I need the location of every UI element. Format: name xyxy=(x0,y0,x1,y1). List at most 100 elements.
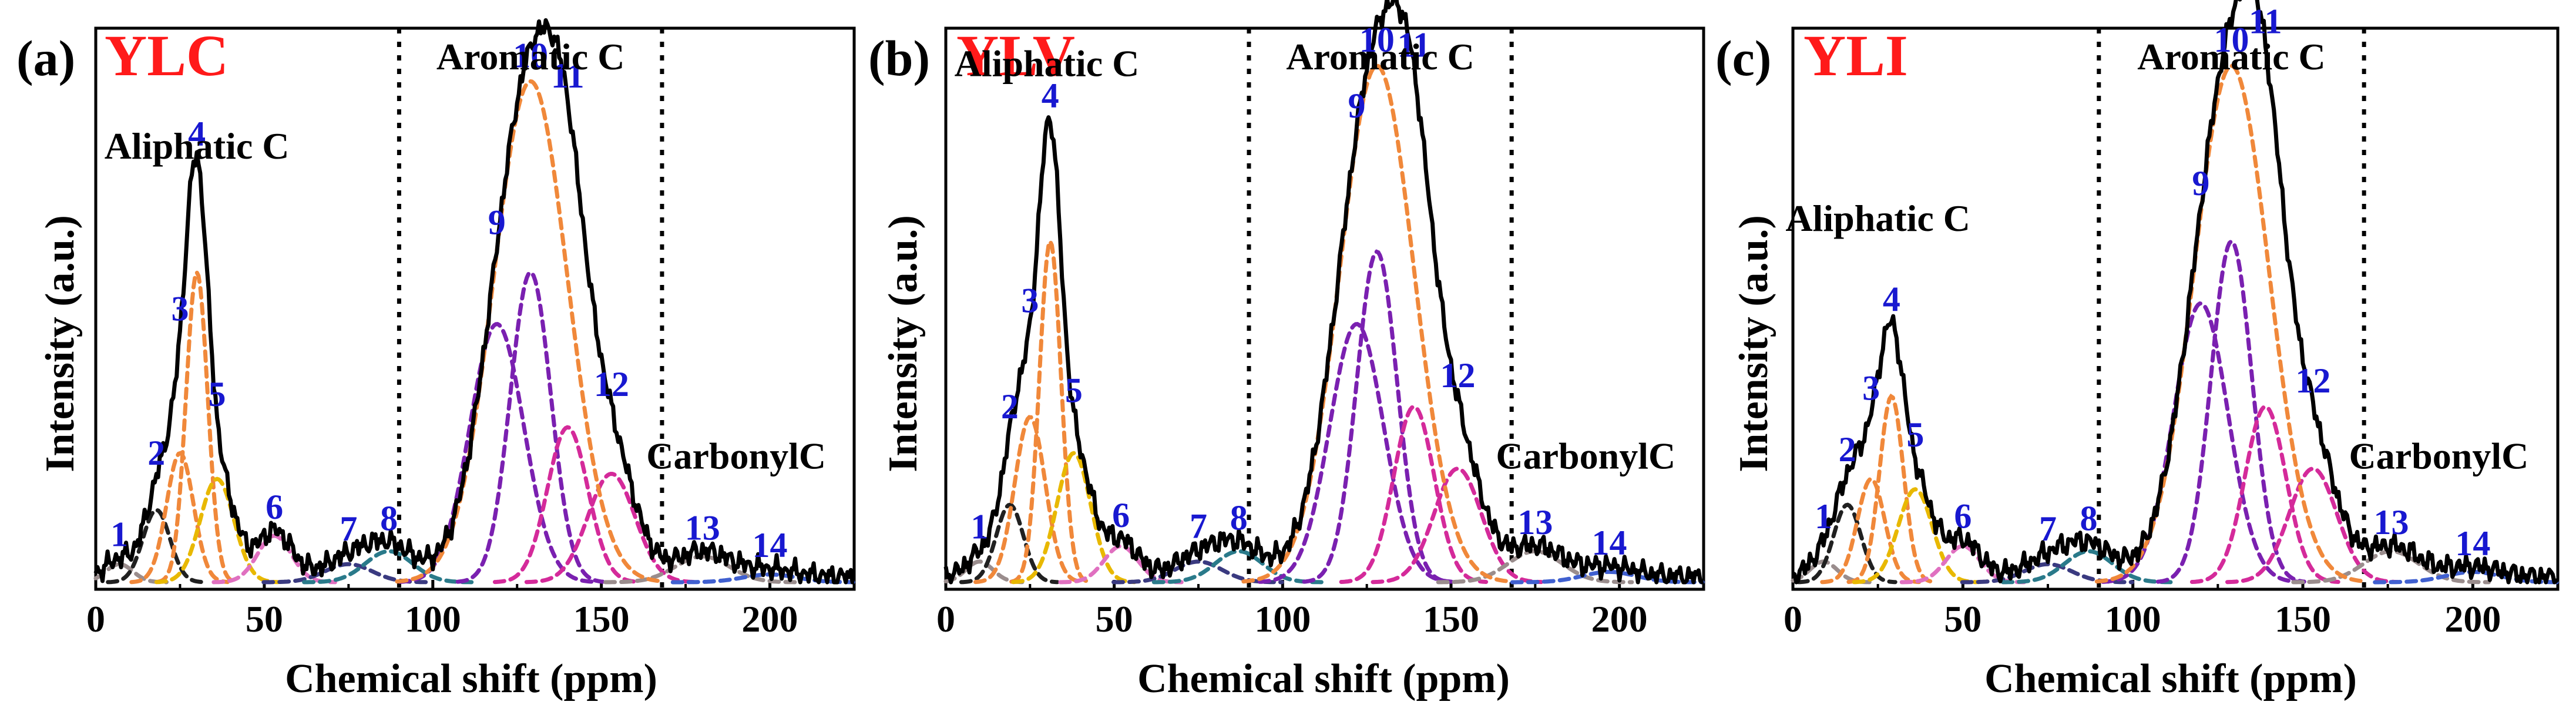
fit-peak-9 xyxy=(1257,322,1456,584)
fit-peak-11 xyxy=(2189,404,2340,584)
region-label: Aliphatic C xyxy=(1785,197,1970,239)
peak-label-9: 9 xyxy=(2192,164,2209,203)
fit-peak-12 xyxy=(2225,466,2400,585)
peak-label-7: 7 xyxy=(1190,507,1207,546)
peak-label-10: 10 xyxy=(513,36,548,75)
x-tick-label: 0 xyxy=(1784,598,1802,640)
region-label: Aromatic C xyxy=(1286,36,1475,78)
fit-peak-8 xyxy=(1151,549,1325,585)
peak-label-7: 7 xyxy=(340,509,357,548)
peak-label-3: 3 xyxy=(1021,281,1039,320)
peak-label-10: 10 xyxy=(1359,21,1395,59)
peak-label-8: 8 xyxy=(1230,498,1248,537)
fit-peak-12 xyxy=(1371,466,1544,585)
fit-peak-11 xyxy=(1339,404,1489,584)
region-label: Aliphatic C xyxy=(955,43,1140,85)
region-label: CarbonylC xyxy=(1496,435,1675,477)
fit-peak-10 xyxy=(2156,239,2306,584)
peak-label-14: 14 xyxy=(753,526,788,565)
peak-label-5: 5 xyxy=(1065,371,1083,410)
sample-name: YLI xyxy=(1803,23,1908,88)
x-tick-label: 0 xyxy=(86,598,105,640)
peak-label-9: 9 xyxy=(488,203,506,241)
peak-label-1: 1 xyxy=(970,507,988,546)
peak-label-13: 13 xyxy=(685,508,720,547)
region-label: CarbonylC xyxy=(2349,435,2529,477)
x-tick-label: 100 xyxy=(1254,598,1311,640)
peak-label-14: 14 xyxy=(2455,524,2490,563)
peak-label-14: 14 xyxy=(1591,523,1627,562)
peak-label-13: 13 xyxy=(1517,503,1553,542)
x-tick-label: 150 xyxy=(2275,598,2331,640)
fit-peak-12 xyxy=(524,471,697,585)
fit-peak-4 xyxy=(1846,393,1936,584)
peak-label-8: 8 xyxy=(2080,499,2097,538)
x-tick-label: 150 xyxy=(1423,598,1479,640)
fit-peak-9 xyxy=(398,322,596,584)
fit-peak-2 xyxy=(106,508,206,585)
peak-label-2: 2 xyxy=(147,434,165,472)
peak-label-5: 5 xyxy=(1906,415,1924,454)
sample-name: YLV xyxy=(956,23,1075,88)
peak-label-11: 11 xyxy=(551,56,585,95)
fit-peak-2 xyxy=(1796,502,1897,585)
spectrum-line xyxy=(93,18,855,585)
x-tick-label: 150 xyxy=(573,598,630,640)
panel-a: (a) YLC Intensity (a.u.) Chemical shift … xyxy=(16,18,856,701)
plot-frame xyxy=(94,26,856,591)
fit-peak-4 xyxy=(156,267,238,584)
peak-label-6: 6 xyxy=(1954,496,1972,535)
plot-frame xyxy=(1791,26,2560,591)
peak-label-5: 5 xyxy=(209,375,226,414)
peak-label-4: 4 xyxy=(1042,76,1059,115)
peak-label-12: 12 xyxy=(1440,356,1475,395)
fit-peak-10 xyxy=(2094,63,2367,584)
peak-label-6: 6 xyxy=(1112,496,1130,535)
fit-peak-8 xyxy=(302,549,475,585)
peak-label-12: 12 xyxy=(2295,361,2330,400)
fit-peak-14 xyxy=(1510,569,1705,585)
fit-peak-3 xyxy=(129,451,230,585)
peak-label-6: 6 xyxy=(266,488,283,526)
spectrum-line xyxy=(1792,0,2560,585)
fit-peak-10 xyxy=(1241,63,1512,584)
x-tick-label: 50 xyxy=(246,598,283,640)
x-tick-label: 50 xyxy=(1944,598,1981,640)
x-tick-label: 200 xyxy=(2444,598,2501,640)
fit-peak-9 xyxy=(2101,301,2300,584)
fit-peak-2 xyxy=(959,502,1060,585)
y-axis-label: Intensity (a.u.) xyxy=(38,215,83,472)
panel-c: (c) YLI Intensity (a.u.) Chemical shift … xyxy=(1715,0,2560,701)
x-tick-label: 200 xyxy=(1591,598,1648,640)
peak-label-2: 2 xyxy=(1839,430,1856,469)
region-label: CarbonylC xyxy=(646,435,826,477)
fit-peak-10 xyxy=(1302,249,1452,584)
region-label: Aromatic C xyxy=(436,36,625,78)
fit-peak-10 xyxy=(395,79,666,584)
peak-label-4: 4 xyxy=(1883,280,1900,318)
x-axis-label: Chemical shift (ppm) xyxy=(1984,656,2357,701)
peak-label-10: 10 xyxy=(2214,21,2249,59)
fit-peak-5 xyxy=(154,476,280,585)
plot-frame xyxy=(944,26,1705,591)
x-tick-label: 50 xyxy=(1096,598,1133,640)
y-axis-label: Intensity (a.u.) xyxy=(1731,215,1776,472)
peak-label-3: 3 xyxy=(1862,368,1880,407)
region-label: Aromatic C xyxy=(2137,36,2326,78)
x-tick-label: 100 xyxy=(2105,598,2161,640)
fit-peak-4 xyxy=(1009,236,1091,584)
x-axis-label: Chemical shift (ppm) xyxy=(1137,656,1510,701)
panel-b: (b) YLV Intensity (a.u.) Chemical shift … xyxy=(868,0,1705,701)
peak-label-2: 2 xyxy=(1001,387,1019,426)
panel-label: (a) xyxy=(16,30,75,86)
panel-label: (c) xyxy=(1715,30,1771,86)
x-tick-label: 0 xyxy=(936,598,955,640)
fit-peak-11 xyxy=(492,425,642,585)
peak-label-4: 4 xyxy=(188,115,206,153)
peak-label-11: 11 xyxy=(2249,2,2282,41)
panel-label: (b) xyxy=(868,30,930,86)
spectrum-line xyxy=(943,0,1704,585)
peak-label-1: 1 xyxy=(110,515,128,553)
fit-peak-3 xyxy=(1820,476,1922,585)
